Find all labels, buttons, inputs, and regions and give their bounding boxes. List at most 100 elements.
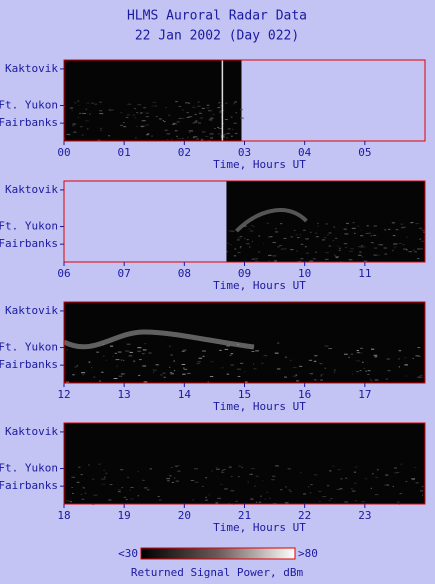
echo bbox=[366, 225, 369, 227]
echo bbox=[397, 358, 401, 360]
echo bbox=[386, 358, 390, 360]
echo bbox=[232, 128, 234, 130]
echo bbox=[423, 231, 425, 233]
echo bbox=[369, 378, 372, 380]
echo bbox=[101, 371, 104, 373]
echo bbox=[373, 354, 378, 356]
echo bbox=[299, 234, 301, 236]
echo bbox=[351, 488, 353, 490]
echo bbox=[108, 135, 111, 137]
echo bbox=[175, 465, 178, 467]
echo bbox=[137, 495, 139, 497]
echo bbox=[370, 242, 374, 244]
echo bbox=[80, 474, 83, 476]
echo bbox=[170, 354, 173, 356]
radar-image bbox=[64, 302, 425, 383]
echo bbox=[280, 223, 283, 225]
echo bbox=[370, 487, 373, 489]
x-tick-label: 03 bbox=[238, 146, 251, 159]
echo bbox=[234, 132, 238, 134]
x-tick-label: 01 bbox=[118, 146, 131, 159]
echo bbox=[415, 355, 420, 357]
echo bbox=[146, 134, 150, 136]
echo bbox=[171, 481, 174, 483]
echo bbox=[64, 137, 66, 139]
echo bbox=[137, 347, 142, 349]
echo bbox=[78, 466, 81, 468]
echo bbox=[72, 125, 75, 127]
echo bbox=[296, 237, 300, 239]
echo bbox=[163, 121, 166, 123]
echo bbox=[198, 357, 203, 359]
echo bbox=[144, 343, 147, 345]
echo bbox=[419, 375, 423, 377]
echo bbox=[230, 230, 235, 232]
echo bbox=[99, 127, 103, 129]
echo bbox=[415, 482, 419, 484]
echo bbox=[145, 116, 149, 118]
x-tick-label: 05 bbox=[358, 146, 371, 159]
echo bbox=[185, 102, 189, 104]
echo bbox=[208, 110, 210, 112]
echo bbox=[317, 222, 319, 224]
echo bbox=[121, 487, 124, 489]
echo bbox=[309, 373, 314, 375]
echo bbox=[87, 128, 89, 130]
echo bbox=[153, 371, 155, 373]
echo bbox=[133, 360, 136, 362]
echo bbox=[171, 138, 173, 140]
echo bbox=[219, 111, 222, 113]
echo bbox=[235, 112, 237, 114]
echo bbox=[200, 138, 203, 140]
echo bbox=[359, 251, 362, 253]
echo bbox=[367, 373, 370, 375]
echo bbox=[211, 470, 214, 472]
echo bbox=[343, 243, 348, 245]
echo bbox=[403, 248, 407, 250]
echo bbox=[284, 248, 287, 250]
echo bbox=[359, 352, 363, 354]
echo bbox=[250, 225, 254, 227]
echo bbox=[417, 248, 421, 250]
echo bbox=[72, 493, 74, 495]
echo bbox=[392, 235, 396, 237]
echo bbox=[416, 482, 418, 484]
echo bbox=[88, 464, 90, 466]
echo bbox=[186, 116, 190, 118]
echo bbox=[313, 360, 317, 362]
aurora bbox=[235, 208, 308, 233]
echo bbox=[142, 353, 145, 355]
echo bbox=[220, 367, 224, 369]
echo bbox=[221, 60, 224, 141]
echo bbox=[337, 245, 339, 247]
echo bbox=[76, 481, 80, 483]
echo bbox=[239, 362, 244, 364]
echo bbox=[274, 352, 279, 354]
echo bbox=[183, 368, 188, 370]
echo bbox=[103, 469, 105, 471]
echo bbox=[373, 225, 377, 227]
echo bbox=[354, 500, 357, 502]
echo bbox=[251, 240, 254, 242]
echo bbox=[304, 246, 307, 248]
echo bbox=[268, 254, 272, 256]
echo bbox=[292, 367, 297, 369]
echo bbox=[105, 359, 107, 361]
echo bbox=[320, 375, 322, 377]
echo bbox=[205, 477, 207, 479]
echo bbox=[231, 476, 233, 478]
echo bbox=[296, 250, 298, 252]
echo bbox=[230, 135, 233, 137]
echo bbox=[186, 136, 189, 138]
echo bbox=[182, 373, 186, 375]
echo bbox=[148, 352, 152, 354]
echo bbox=[108, 109, 112, 111]
echo bbox=[315, 236, 319, 238]
echo bbox=[116, 365, 118, 367]
echo bbox=[398, 350, 402, 352]
x-tick-label: 14 bbox=[178, 388, 192, 401]
echo bbox=[165, 107, 167, 109]
echo bbox=[272, 255, 277, 257]
echo bbox=[393, 472, 398, 474]
echo bbox=[226, 132, 230, 134]
